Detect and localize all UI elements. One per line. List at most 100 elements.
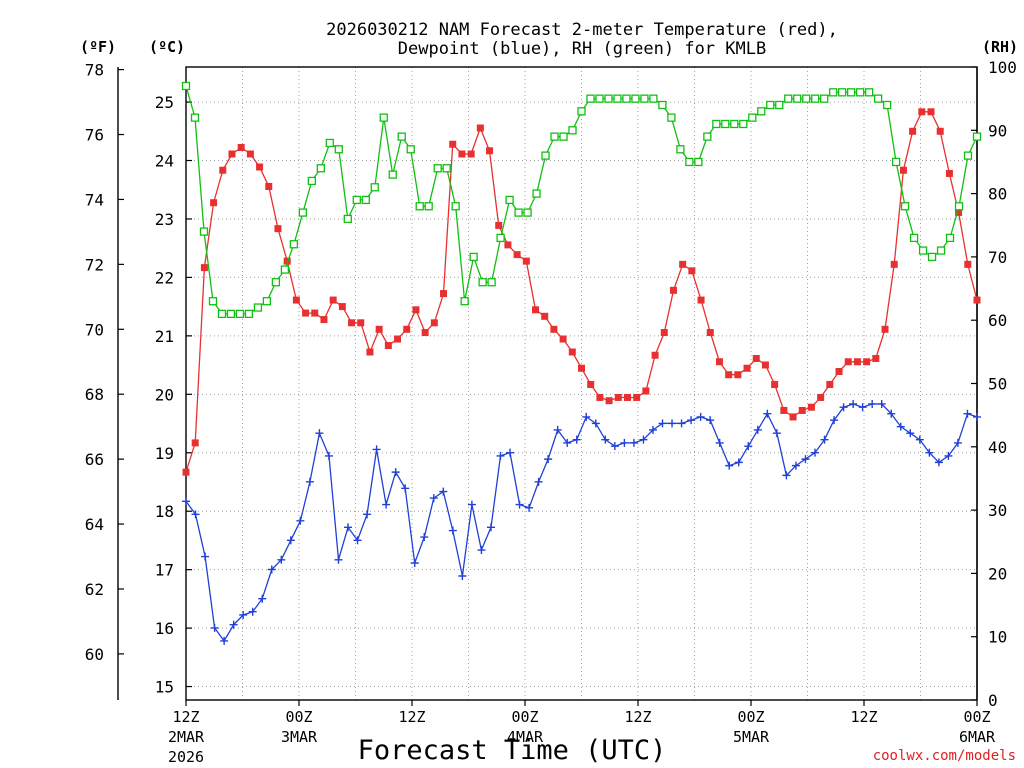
- dewpoint-point: [448, 526, 457, 535]
- celsius-tick-label: 22: [155, 268, 174, 287]
- rh-point: [523, 208, 532, 217]
- rh-point: [460, 297, 469, 306]
- rh-point: [640, 94, 649, 103]
- grid-lines: [186, 67, 977, 700]
- dewpoint-point: [525, 503, 534, 512]
- temperature-point: [578, 364, 585, 372]
- x-tick-time-label: 12Z: [624, 708, 651, 726]
- dewpoint-point: [239, 610, 248, 619]
- x-tick-date-label: 2MAR: [168, 728, 205, 746]
- rh-point: [433, 164, 442, 173]
- temperature-point: [292, 296, 300, 304]
- temperature-point: [817, 393, 825, 401]
- celsius-tick-label: 16: [155, 619, 174, 638]
- rh-tick-label: 10: [988, 628, 1007, 647]
- rh-tick-label: 0: [988, 691, 998, 710]
- temperature-point: [918, 108, 926, 116]
- celsius-tick-label: 20: [155, 385, 174, 404]
- dewpoint-point: [220, 636, 229, 645]
- rh-point: [559, 132, 568, 141]
- rh-point: [505, 195, 514, 205]
- temperature-point: [679, 260, 687, 268]
- temperature-point: [669, 286, 677, 294]
- dewpoint-point: [258, 594, 267, 603]
- rh-point: [649, 94, 658, 103]
- dewpoint-point: [382, 500, 391, 509]
- dewpoint-point: [763, 409, 772, 418]
- rh-point: [891, 157, 901, 167]
- temperature-point: [394, 335, 402, 343]
- rh-point: [766, 100, 775, 110]
- dewpoint-point: [963, 409, 972, 418]
- dewpoint-point: [534, 477, 543, 486]
- celsius-tick-label: 25: [155, 93, 174, 112]
- temperature-point: [541, 312, 549, 320]
- temperature-point: [973, 296, 981, 304]
- rh-point: [757, 107, 766, 116]
- temperature-point: [504, 241, 512, 249]
- temperature-point: [642, 387, 650, 395]
- rh-point: [838, 88, 847, 97]
- rh-point: [721, 119, 730, 129]
- x-tick-time-label: 00Z: [285, 708, 312, 726]
- rh-point: [847, 88, 856, 97]
- rh-point: [909, 233, 919, 243]
- dewpoint-point: [410, 559, 419, 568]
- rh-point: [586, 94, 595, 103]
- temperature-point: [909, 127, 917, 135]
- rh-point: [927, 252, 937, 262]
- rh-point: [972, 132, 982, 141]
- celsius-tick-label: 18: [155, 502, 174, 521]
- dewpoint-point: [324, 451, 333, 460]
- temperature-point: [826, 380, 834, 388]
- rh-point: [820, 94, 829, 103]
- temperature-point: [881, 325, 889, 333]
- dewpoint-point: [286, 536, 295, 545]
- rh-tick-label: 40: [988, 438, 1007, 457]
- fahrenheit-tick-label: 76: [85, 126, 104, 145]
- dewpoint-point: [801, 455, 810, 464]
- x-tick-date-label: 4MAR: [507, 728, 544, 746]
- rh-point: [325, 138, 334, 148]
- fahrenheit-tick-label: 62: [85, 580, 104, 599]
- rh-point: [631, 94, 640, 103]
- dewpoint-point: [934, 458, 943, 467]
- rh-point: [775, 100, 784, 110]
- rh-point: [451, 202, 460, 211]
- dewpoint-point: [391, 468, 400, 477]
- temperature-point: [191, 439, 199, 447]
- x-tick-time-label: 12Z: [850, 708, 877, 726]
- rh-point: [712, 119, 721, 129]
- temperature-point: [761, 361, 769, 369]
- rh-point: [864, 88, 874, 97]
- temperature-point: [807, 403, 815, 411]
- dewpoint-point: [887, 409, 896, 418]
- dewpoint-point: [973, 412, 981, 421]
- rh-point: [253, 303, 263, 312]
- dewpoint-point: [648, 425, 657, 434]
- rh-point: [235, 309, 245, 319]
- fahrenheit-tick-label: 74: [85, 190, 104, 209]
- temperature-point: [486, 147, 494, 155]
- dewpoint-point: [420, 533, 429, 542]
- rh-point: [658, 100, 667, 110]
- temperature-point: [210, 199, 218, 207]
- temperature-point: [384, 342, 392, 350]
- chart-title-line1: 2026030212 NAM Forecast 2-meter Temperat…: [326, 20, 838, 40]
- dewpoint-point: [553, 425, 562, 434]
- rh-tick-label: 20: [988, 564, 1007, 583]
- rh-point: [694, 157, 703, 167]
- temperature-point: [614, 393, 622, 401]
- dewpoint-point: [572, 435, 581, 444]
- dewpoint-point: [868, 399, 877, 408]
- x-tick-time-label: 00Z: [737, 708, 764, 726]
- fahrenheit-tick-label: 66: [85, 450, 104, 469]
- dewpoint-point: [849, 399, 858, 408]
- rh-point: [802, 94, 811, 103]
- dewpoint-point: [229, 620, 238, 629]
- dewpoint-point: [877, 399, 886, 408]
- temperature-point: [863, 358, 871, 366]
- temperature-point: [706, 329, 714, 337]
- temperature-point: [513, 251, 521, 259]
